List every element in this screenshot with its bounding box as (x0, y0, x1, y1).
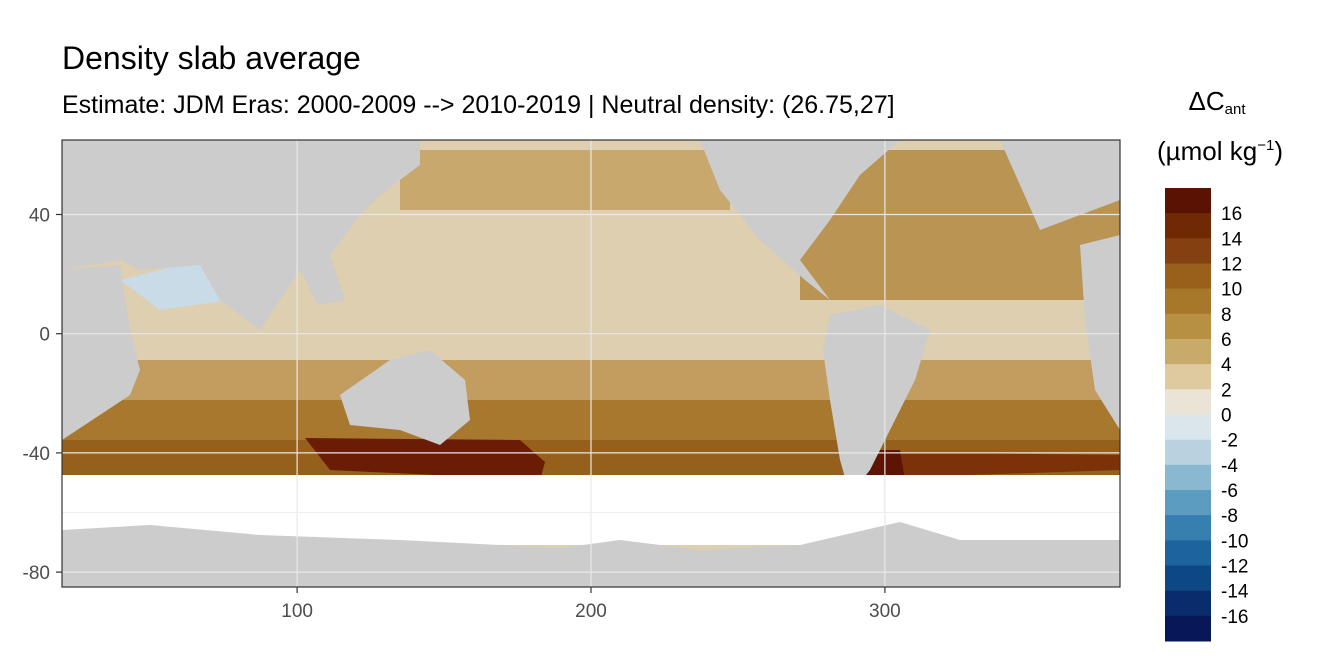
colorbar-label: 6 (1221, 330, 1232, 351)
colorbar-swatch (1165, 288, 1211, 315)
y-tick-label: -40 (23, 444, 50, 465)
asia-land (62, 140, 420, 330)
colorbar-label: -6 (1221, 481, 1238, 502)
panel-gridlines (62, 140, 1120, 587)
plot-title: Density slab average (62, 40, 361, 76)
colorbar-label: -10 (1221, 531, 1248, 552)
australia-south-hotspot (305, 438, 545, 480)
colorbar-label: -12 (1221, 557, 1248, 578)
north-america-land (700, 140, 900, 300)
colorbar-swatch (1165, 490, 1211, 516)
australia-land (340, 350, 470, 445)
colorbar-label: 2 (1221, 380, 1232, 401)
japan-sea-negative (120, 260, 230, 310)
colorbar-swatch (1165, 238, 1211, 264)
south-america-land (823, 305, 930, 495)
colorbar-label: -2 (1221, 431, 1238, 452)
colorbar-swatch (1165, 515, 1211, 541)
colorbar-label: 10 (1221, 280, 1242, 301)
colorbar-swatch (1165, 414, 1211, 441)
colorbar: 16 14 12 10 8 6 4 2 0 -2 -4 -6 -8 -10 -12 -14 -16 (1165, 188, 1249, 642)
colorbar-label: -16 (1221, 607, 1248, 628)
colorbar-swatch (1165, 590, 1211, 617)
colorbar-swatch (1165, 364, 1211, 390)
colorbar-label: -14 (1221, 582, 1249, 603)
x-tick-label: 100 (281, 601, 313, 622)
colorbar-swatch (1165, 263, 1211, 290)
land (62, 140, 1120, 495)
map-panel (62, 140, 1120, 587)
colorbar-label: -4 (1221, 456, 1238, 477)
colorbar-label: 12 (1221, 255, 1242, 276)
x-tick-label: 200 (575, 601, 607, 622)
africa-land (62, 265, 140, 440)
colorbar-label: -8 (1221, 506, 1238, 527)
northern-pacific-band (400, 150, 730, 210)
colorbar-label: 8 (1221, 305, 1232, 326)
colorbar-swatch (1165, 313, 1211, 340)
europe-africa-land (1080, 235, 1120, 430)
x-tick-label: 300 (869, 601, 901, 622)
colorbar-swatch (1165, 188, 1211, 214)
y-tick-label: 0 (39, 325, 50, 346)
colorbar-swatch (1165, 439, 1211, 466)
india-land (230, 270, 270, 310)
colorbar-label: 14 (1221, 229, 1243, 250)
legend-unit: (µmol kg−1) (1157, 136, 1283, 166)
y-tick-label: -80 (23, 563, 50, 584)
colorbar-swatch (1165, 213, 1211, 239)
colorbar-label: 16 (1221, 204, 1242, 225)
colorbar-swatch (1165, 389, 1211, 415)
colorbar-swatch (1165, 540, 1211, 566)
colorbar-label: 4 (1221, 355, 1232, 376)
legend-title: ΔCant (1188, 86, 1246, 118)
y-tick-label: 40 (29, 206, 50, 227)
colorbar-swatch (1165, 615, 1211, 642)
atlantic-south-hotspot (860, 452, 1120, 478)
colorbar-label: 0 (1221, 406, 1232, 427)
plot-subtitle: Estimate: JDM Eras: 2000-2009 --> 2010-2… (62, 91, 895, 119)
colorbar-swatch (1165, 464, 1211, 491)
colorbar-swatch (1165, 565, 1211, 592)
colorbar-swatch (1165, 339, 1211, 365)
greenland-land (1000, 140, 1120, 230)
